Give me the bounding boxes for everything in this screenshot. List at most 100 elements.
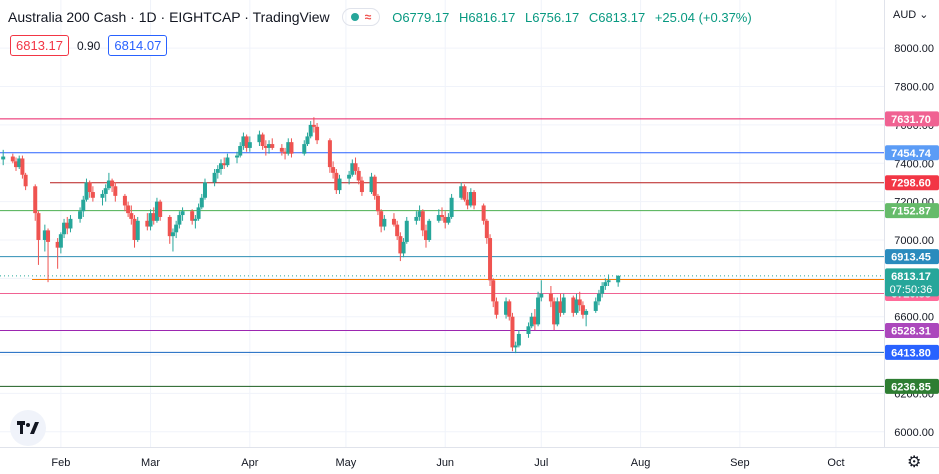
candle-body	[353, 163, 358, 171]
market-status-pill[interactable]: ≈	[341, 8, 381, 26]
candle-body	[87, 182, 92, 193]
candle-body	[289, 142, 294, 154]
level-price-tag-bg	[885, 322, 939, 338]
candle-body	[167, 216, 172, 237]
candle-body	[334, 172, 339, 191]
candle-body	[145, 220, 150, 227]
buy-price-button[interactable]: 6814.07	[108, 35, 168, 56]
ohlc-high: H6816.17	[458, 9, 516, 25]
candle-body	[395, 224, 400, 237]
level-price-tag: 7631.70	[891, 114, 931, 126]
ohlc-readout: O6779.17 H6816.17 L6756.17 C6813.17 +25.…	[392, 10, 757, 25]
x-tick-label: Aug	[631, 457, 651, 469]
candle-body	[359, 180, 364, 193]
candle-body	[558, 301, 563, 313]
candle-body	[100, 193, 105, 198]
candle-body	[42, 230, 47, 240]
y-tick-label: 6000.00	[894, 427, 934, 439]
x-tick-label: Apr	[241, 457, 258, 469]
last-price-tag-bg	[885, 268, 939, 297]
candle-body	[606, 280, 611, 283]
ohlc-open: O6779.17	[392, 9, 450, 25]
candle-body	[235, 155, 240, 158]
candle-body	[283, 151, 288, 154]
candle-body	[46, 230, 51, 242]
candle-body	[379, 211, 384, 227]
candle-body	[202, 182, 207, 198]
symbol-title[interactable]: Australia 200 Cash · 1D · EIGHTCAP · Tra…	[8, 9, 330, 25]
candle-body	[491, 280, 496, 302]
candle-body	[337, 178, 342, 191]
candle-body	[180, 211, 185, 216]
candle-body	[600, 286, 605, 294]
candle-body	[484, 220, 489, 239]
candle-body	[603, 282, 608, 287]
candle-body	[427, 220, 432, 240]
candle-body	[126, 205, 131, 214]
market-open-dot-icon	[350, 13, 359, 21]
candle-body	[584, 310, 589, 315]
candle-body	[135, 220, 140, 240]
candle-body	[440, 215, 444, 217]
candle-body	[68, 218, 73, 229]
candle-body	[55, 241, 60, 248]
candle-body	[151, 213, 156, 221]
candle-body	[417, 211, 422, 217]
candle-body	[420, 211, 425, 231]
ohlc-close: C6813.17	[588, 9, 646, 25]
candle-body	[36, 213, 41, 240]
candle-body	[305, 136, 310, 145]
candle-body	[529, 316, 534, 327]
candle-body	[507, 301, 512, 317]
candle-body	[260, 134, 265, 146]
candle-body	[472, 192, 477, 206]
currency-label: AUD	[893, 9, 917, 21]
gear-icon[interactable]: ⚙	[907, 454, 922, 471]
candle-body	[174, 224, 179, 233]
y-tick-label: 7800.00	[894, 82, 934, 94]
candle-body	[327, 140, 332, 168]
candle-body	[571, 297, 576, 313]
candle-body	[190, 211, 195, 221]
candle-body	[468, 192, 473, 206]
candle-body	[596, 293, 601, 302]
currency-selector[interactable]: AUD ⌄	[893, 8, 929, 21]
candle-body	[132, 218, 137, 240]
candle-body	[62, 222, 67, 235]
candle-body	[356, 170, 361, 181]
candle-body	[382, 218, 387, 227]
candle-body	[84, 182, 89, 200]
ohlc-low: L6756.17	[524, 9, 580, 25]
candle-body	[103, 188, 108, 194]
level-price-tag: 6236.85	[891, 381, 931, 393]
candle-body	[170, 232, 175, 237]
candle-body	[81, 199, 86, 212]
quote-bar: 6813.17 0.90 6814.07	[10, 35, 168, 56]
level-price-tag: 7152.87	[891, 206, 931, 218]
x-tick-label: Jun	[436, 457, 454, 469]
sell-price-button[interactable]: 6813.17	[10, 35, 69, 56]
candle-body	[20, 158, 25, 175]
candle-body	[78, 211, 83, 219]
candle-body	[106, 180, 111, 189]
candle-body	[311, 124, 316, 127]
candle-body	[347, 174, 352, 179]
candle-body	[241, 136, 246, 146]
candle-body	[302, 144, 307, 154]
candle-body	[536, 297, 541, 325]
y-tick-label: 7000.00	[894, 235, 934, 247]
candle-body	[414, 216, 419, 221]
candle-body	[561, 297, 566, 313]
candle-body	[375, 195, 380, 212]
candle-body	[244, 136, 249, 148]
ohlc-change: +25.04 (+0.37%)	[654, 9, 752, 25]
candle-body	[212, 172, 217, 183]
candle-body	[372, 176, 377, 196]
candle-body	[481, 205, 486, 221]
level-price-tag: 6528.31	[891, 325, 931, 337]
candle-body	[443, 216, 448, 223]
candle-body	[516, 333, 521, 346]
tradingview-logo-icon[interactable]	[10, 410, 46, 446]
candle-body	[58, 234, 63, 248]
